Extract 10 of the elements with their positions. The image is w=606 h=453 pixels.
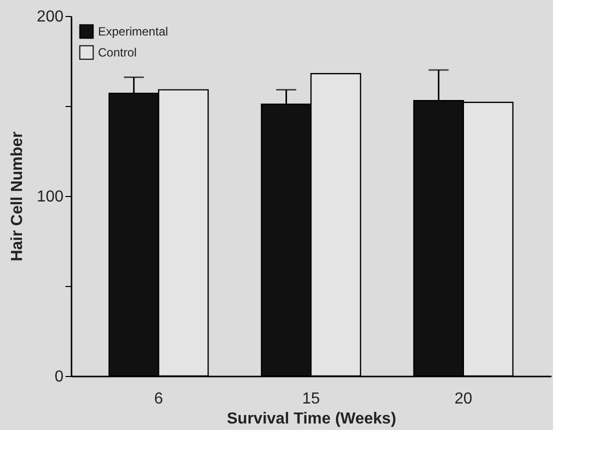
legend-label: Experimental <box>98 24 168 38</box>
x-tick-label: 6 <box>154 390 164 408</box>
x-tick-label: 15 <box>302 390 320 408</box>
y-tick-label: 200 <box>36 8 64 26</box>
legend-label: Control <box>98 46 137 60</box>
y-tick-label: 100 <box>36 188 64 206</box>
x-tick-label: 20 <box>454 390 472 408</box>
y-axis-title: Hair Cell Number <box>8 132 26 262</box>
y-tick-label: 0 <box>54 368 64 386</box>
x-axis-title: Survival Time (Weeks) <box>226 410 396 428</box>
